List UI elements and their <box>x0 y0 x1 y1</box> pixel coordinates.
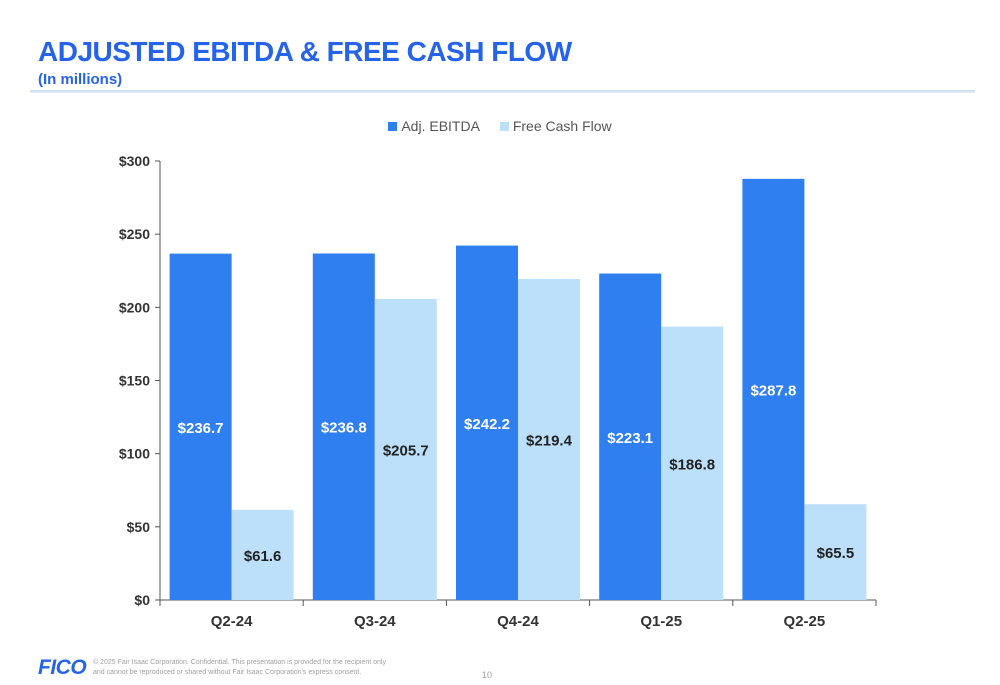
page-number: 10 <box>482 670 493 680</box>
chart-legend: Adj. EBITDA Free Cash Flow <box>0 118 1000 134</box>
bar-fcf <box>804 504 867 600</box>
bar-fcf <box>231 509 294 600</box>
y-tick-label: $150 <box>119 373 150 389</box>
y-tick-label: $200 <box>119 299 150 315</box>
bar-fcf <box>661 326 724 600</box>
legend-swatch-fcf <box>499 122 509 131</box>
fico-logo: FICO <box>38 656 87 679</box>
bar-fcf <box>518 278 580 600</box>
legend-item-fcf: Free Cash Flow <box>499 118 612 134</box>
legend-label-ebitda: Adj. EBITDA <box>401 118 480 134</box>
x-tick-label: Q4-24 <box>497 613 539 630</box>
y-tick-label: $0 <box>134 592 150 608</box>
bar-ebitda <box>742 178 805 600</box>
page-title: ADJUSTED EBITDA & FREE CASH FLOW <box>38 36 572 67</box>
data-label-fcf: $219.4 <box>526 432 573 449</box>
data-label-ebitda: $242.2 <box>464 416 510 433</box>
legend-item-ebitda: Adj. EBITDA <box>388 118 480 134</box>
data-label-ebitda: $236.7 <box>178 420 224 437</box>
legend-swatch-ebitda <box>388 122 398 131</box>
data-label-fcf: $61.6 <box>244 548 282 565</box>
data-label-ebitda: $236.8 <box>321 420 367 437</box>
data-label-ebitda: $287.8 <box>750 382 796 399</box>
x-tick-label: Q2-24 <box>211 613 253 630</box>
bar-ebitda <box>599 273 662 600</box>
page-subtitle: (In millions) <box>38 71 123 88</box>
x-tick-label: Q1-25 <box>640 613 682 630</box>
data-label-ebitda: $223.1 <box>607 430 653 447</box>
legend-label-fcf: Free Cash Flow <box>512 118 612 134</box>
bar-fcf <box>374 298 437 600</box>
bar-ebitda <box>456 245 518 600</box>
header-divider <box>30 90 975 93</box>
y-tick-label: $100 <box>119 446 150 462</box>
bar-ebitda <box>169 253 232 600</box>
data-label-fcf: $205.7 <box>383 442 429 459</box>
data-label-fcf: $186.8 <box>669 456 715 473</box>
x-tick-label: Q3-24 <box>354 613 396 630</box>
data-label-fcf: $65.5 <box>817 545 855 562</box>
y-tick-label: $50 <box>127 519 151 535</box>
x-tick-label: Q2-25 <box>784 613 826 630</box>
y-tick-label: $300 <box>119 153 150 169</box>
bar-ebitda <box>312 253 375 600</box>
copyright-notice: © 2025 Fair Isaac Corporation. Confident… <box>93 659 386 676</box>
y-tick-label: $250 <box>119 226 150 242</box>
